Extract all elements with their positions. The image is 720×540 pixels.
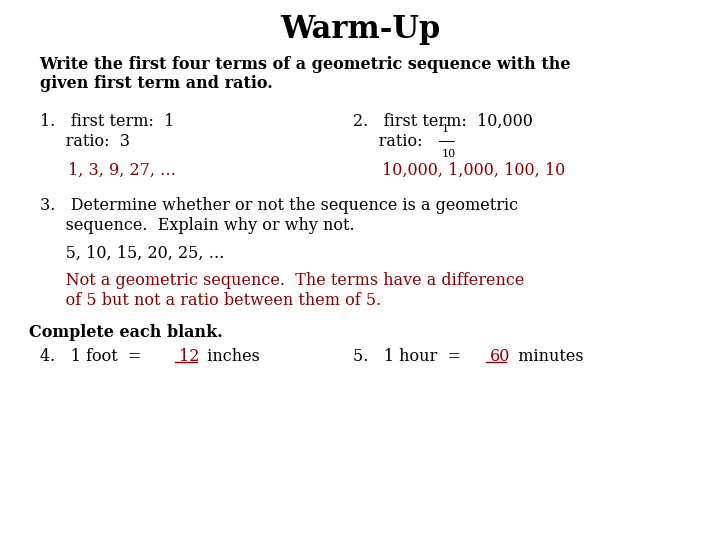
Text: minutes: minutes <box>508 348 583 365</box>
Text: sequence.  Explain why or why not.: sequence. Explain why or why not. <box>40 217 354 234</box>
Text: 3.   Determine whether or not the sequence is a geometric: 3. Determine whether or not the sequence… <box>40 197 518 214</box>
Text: 1.   first term:  1: 1. first term: 1 <box>40 113 174 130</box>
Text: 2.   first term:  10,000: 2. first term: 10,000 <box>353 113 533 130</box>
Text: 60: 60 <box>490 348 510 365</box>
Text: 1, 3, 9, 27, …: 1, 3, 9, 27, … <box>68 161 176 179</box>
Text: given first term and ratio.: given first term and ratio. <box>40 75 272 92</box>
Text: 10: 10 <box>442 149 456 159</box>
Text: Complete each blank.: Complete each blank. <box>29 323 222 341</box>
Text: 12: 12 <box>179 348 199 365</box>
Text: of 5 but not a ratio between them of 5.: of 5 but not a ratio between them of 5. <box>40 292 381 309</box>
Text: 5, 10, 15, 20, 25, …: 5, 10, 15, 20, 25, … <box>40 245 224 262</box>
Text: Warm-Up: Warm-Up <box>280 14 440 45</box>
Text: 5.   1 hour  =: 5. 1 hour = <box>353 348 471 365</box>
Text: ratio:: ratio: <box>353 133 433 150</box>
Text: ratio:  3: ratio: 3 <box>40 133 130 150</box>
Text: inches: inches <box>197 348 259 365</box>
Text: 10,000, 1,000, 100, 10: 10,000, 1,000, 100, 10 <box>382 161 565 179</box>
Text: 1: 1 <box>442 124 449 134</box>
Text: Not a geometric sequence.  The terms have a difference: Not a geometric sequence. The terms have… <box>40 272 524 289</box>
Text: 4.   1 foot  =: 4. 1 foot = <box>40 348 151 365</box>
Text: Write the first four terms of a geometric sequence with the: Write the first four terms of a geometri… <box>40 56 571 73</box>
